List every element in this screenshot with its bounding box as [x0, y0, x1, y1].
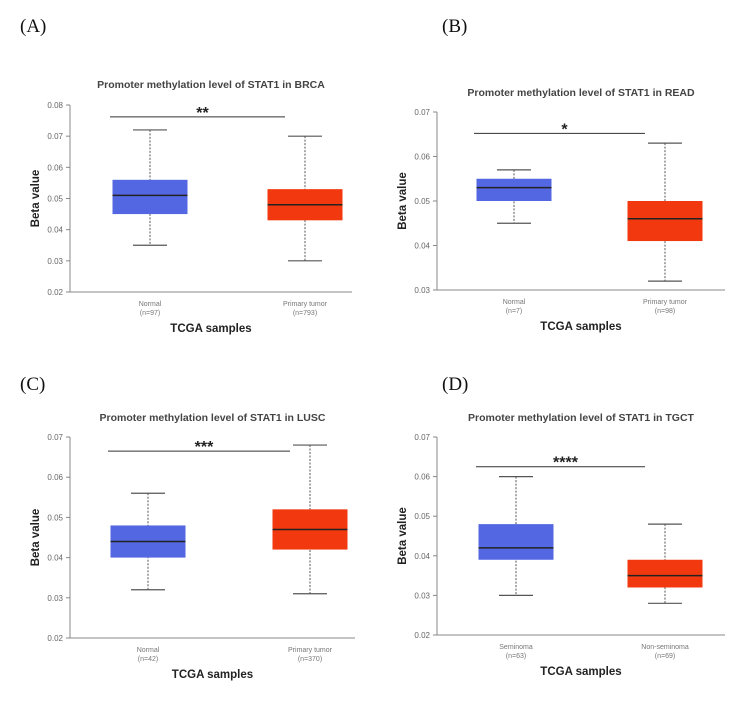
chart-title: Promoter methylation level of STAT1 in L…	[100, 412, 326, 424]
y-tick-label: 0.07	[47, 132, 63, 141]
y-tick-label: 0.07	[414, 433, 430, 442]
x-axis-label: TCGA samples	[170, 323, 251, 335]
category-n-label: (n=793)	[293, 310, 317, 317]
x-axis-label: TCGA samples	[540, 666, 621, 678]
category-n-label: (n=63)	[506, 653, 526, 660]
y-tick-label: 0.04	[414, 242, 430, 251]
y-tick-label: 0.06	[47, 163, 63, 172]
category-label: Non-seminoma	[641, 644, 689, 651]
significance-stars: ***	[195, 439, 214, 456]
y-tick-label: 0.05	[414, 512, 430, 521]
y-axis-label: Beta value	[30, 509, 42, 567]
y-tick-label: 0.03	[47, 594, 63, 603]
y-tick-label: 0.04	[47, 226, 63, 235]
y-tick-label: 0.03	[47, 257, 63, 266]
category-label: Seminoma	[499, 644, 533, 651]
panel-label-c: (C)	[20, 374, 46, 395]
y-tick-label: 0.04	[414, 552, 430, 561]
y-axis-label: Beta value	[397, 507, 409, 565]
y-axis-label: Beta value	[30, 170, 42, 228]
panel-label-a: (A)	[20, 16, 47, 37]
y-tick-label: 0.05	[47, 195, 63, 204]
category-label: Primary tumor	[643, 299, 688, 306]
y-tick-label: 0.06	[414, 473, 430, 482]
category-n-label: (n=370)	[298, 656, 322, 663]
y-tick-label: 0.02	[47, 288, 63, 297]
y-tick-label: 0.06	[414, 153, 430, 162]
box-group1	[476, 178, 552, 201]
category-label: Normal	[139, 301, 162, 308]
y-tick-label: 0.05	[414, 197, 430, 206]
box-group1	[112, 179, 188, 215]
x-axis-label: TCGA samples	[540, 321, 621, 333]
x-axis-label: TCGA samples	[172, 669, 253, 681]
y-tick-label: 0.05	[47, 513, 63, 522]
y-tick-label: 0.02	[47, 634, 63, 643]
category-label: Primary tumor	[283, 301, 328, 308]
y-tick-label: 0.04	[47, 554, 63, 563]
chart-title: Promoter methylation level of STAT1 in R…	[467, 87, 695, 99]
y-tick-label: 0.06	[47, 473, 63, 482]
panel-label-d: (D)	[442, 374, 469, 395]
category-n-label: (n=97)	[140, 310, 160, 317]
box-group1	[478, 524, 554, 560]
panel-label-b: (B)	[442, 16, 468, 37]
chart-title: Promoter methylation level of STAT1 in B…	[97, 79, 325, 91]
significance-stars: ****	[553, 455, 579, 472]
chart-title: Promoter methylation level of STAT1 in T…	[468, 412, 695, 424]
y-tick-label: 0.03	[414, 286, 430, 295]
y-tick-label: 0.07	[414, 108, 430, 117]
category-label: Primary tumor	[288, 647, 333, 654]
category-n-label: (n=42)	[138, 656, 158, 663]
category-label: Normal	[503, 299, 526, 306]
category-label: Normal	[137, 647, 160, 654]
category-n-label: (n=69)	[655, 653, 675, 660]
significance-stars: **	[196, 105, 209, 122]
y-tick-label: 0.03	[414, 591, 430, 600]
y-tick-label: 0.07	[47, 433, 63, 442]
category-n-label: (n=98)	[655, 308, 675, 315]
y-axis-label: Beta value	[397, 172, 409, 230]
category-n-label: (n=7)	[506, 308, 523, 315]
significance-stars: *	[561, 121, 568, 138]
box-group2	[627, 559, 703, 588]
y-tick-label: 0.02	[414, 631, 430, 640]
box-group2	[627, 201, 703, 242]
y-tick-label: 0.08	[47, 101, 63, 110]
